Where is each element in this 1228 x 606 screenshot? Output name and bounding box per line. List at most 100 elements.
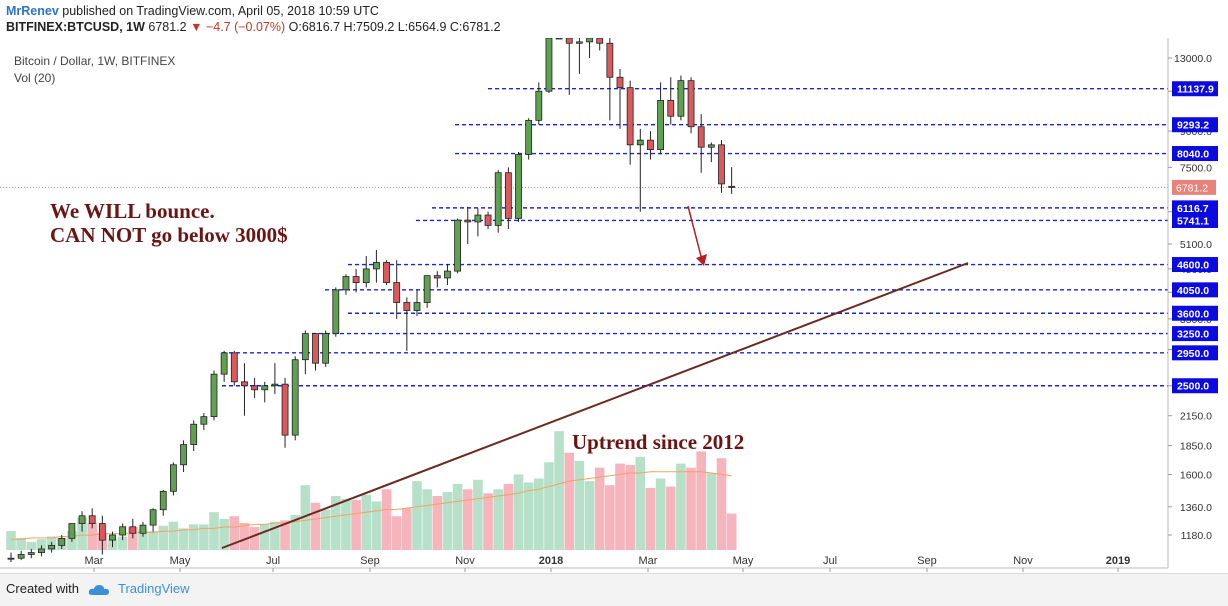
candle-body: [109, 534, 116, 541]
candle-body: [169, 464, 177, 492]
candle-body: [454, 219, 462, 272]
price-tick-label: 7500.0: [1180, 162, 1212, 174]
candle-body: [362, 268, 370, 284]
time-tick-label: Sep: [360, 555, 380, 567]
candle-body: [636, 139, 644, 146]
volume-bar: [290, 514, 300, 550]
candle-body: [515, 154, 522, 219]
volume-bar: [361, 494, 372, 550]
candle-body: [657, 100, 664, 151]
volume-bar: [655, 478, 666, 550]
candle-body: [728, 185, 736, 188]
volume-bar: [168, 521, 179, 550]
candle-body: [616, 76, 624, 89]
chart-title: Bitcoin / Dollar, 1W, BITFINEX: [14, 54, 175, 68]
footer-bar: Created with TradingView: [0, 573, 1228, 606]
candle-body: [58, 537, 66, 546]
candle-body: [88, 515, 96, 524]
volume-bar: [128, 527, 138, 550]
candle-body: [464, 219, 472, 223]
volume-bar: [676, 463, 686, 550]
candle-body: [474, 214, 482, 223]
candle-body: [545, 38, 553, 92]
candle-body: [159, 490, 167, 511]
candle-body: [535, 90, 543, 121]
volume-bar: [381, 489, 392, 550]
volume-bar: [534, 478, 544, 550]
level-label-text: 4600.0: [1177, 260, 1209, 272]
volume-bar: [391, 516, 402, 550]
uptrend-line: [221, 262, 969, 549]
volume-bar: [138, 529, 148, 550]
time-axis[interactable]: Mar May Jul Sep Nov 2018 Mar May Jul Sep Nov 2019: [85, 555, 1131, 572]
tradingview-cloud-icon: [88, 585, 109, 595]
volume-bar: [77, 517, 87, 550]
symbol-info: BITFINEX:BTCUSD, 1W: [6, 20, 145, 34]
volume-bar: [270, 521, 280, 550]
volume-bar: [26, 541, 37, 550]
candle-body: [271, 383, 279, 387]
volume-bar: [36, 539, 47, 550]
author-name[interactable]: MrRenev: [6, 4, 59, 18]
volume-bar: [371, 501, 382, 550]
candle-body: [565, 38, 573, 44]
volume-bar: [665, 486, 676, 550]
candle-body: [139, 524, 147, 534]
level-label-box: [1172, 212, 1218, 228]
volume-bar: [259, 524, 270, 550]
candle-body: [383, 261, 390, 284]
volume-bar: [605, 485, 615, 550]
volume-bar: [6, 531, 16, 550]
volume-bar: [199, 524, 209, 550]
candle-body: [413, 302, 421, 311]
candle-body: [576, 41, 583, 44]
ohlc-values: O:6816.7 H:7509.2 L:6564.9 C:6781.2: [288, 20, 501, 34]
candles: [7, 38, 736, 563]
volume-bar: [442, 491, 453, 550]
level-label-box: [1172, 81, 1218, 97]
candle-body: [301, 333, 309, 361]
price-tick-label: 13000.0: [1174, 53, 1212, 65]
level-label-text: 9293.2: [1177, 120, 1209, 132]
price-chart[interactable]: Bitcoin / Dollar, 1W, BITFINEX Vol (20) …: [0, 38, 1228, 573]
candle-body: [7, 557, 15, 560]
volume-bar: [331, 496, 341, 550]
volume-bar: [341, 498, 351, 550]
volume-bar: [412, 481, 422, 550]
candle-body: [200, 416, 208, 425]
volume-bar: [249, 527, 260, 550]
volume-bar: [635, 456, 646, 550]
tradingview-logo-text[interactable]: TradingView: [118, 581, 190, 596]
candle-body: [433, 275, 441, 279]
volume-bar: [615, 463, 625, 550]
chart-header: MrRenev published on TradingView.com, Ap…: [6, 3, 1226, 35]
candle-body: [393, 282, 401, 303]
candle-body: [444, 270, 451, 279]
time-tick-label: 2019: [1106, 555, 1130, 567]
current-price-label: 6781.2: [1172, 179, 1216, 195]
volume-bar: [574, 460, 585, 550]
candle-body: [647, 139, 654, 151]
volume-bar: [148, 531, 158, 550]
candle-body: [180, 444, 187, 466]
projection-arrow: [687, 205, 707, 266]
level-label-text: 6116.7: [1177, 203, 1209, 215]
candle-body: [423, 275, 431, 303]
candle-body: [17, 554, 25, 559]
annotation-bounce-1: We WILL bounce.: [50, 199, 215, 223]
volume-bar: [473, 479, 483, 550]
candle-body: [525, 119, 533, 155]
candle-body: [149, 509, 157, 526]
time-tick-label: Nov: [1013, 555, 1033, 567]
published-text: published on TradingView.com, April 05, …: [58, 4, 379, 18]
volume-bar: [16, 537, 26, 550]
candle-body: [372, 261, 380, 270]
time-tick-label: May: [170, 555, 191, 567]
level-label-text: 3600.0: [1177, 308, 1209, 320]
level-label-box: [1172, 282, 1218, 298]
price-tick-label: 5100.0: [1180, 239, 1212, 251]
volume-bar: [422, 489, 432, 550]
candle-body: [261, 385, 269, 391]
candle-body: [677, 80, 685, 117]
